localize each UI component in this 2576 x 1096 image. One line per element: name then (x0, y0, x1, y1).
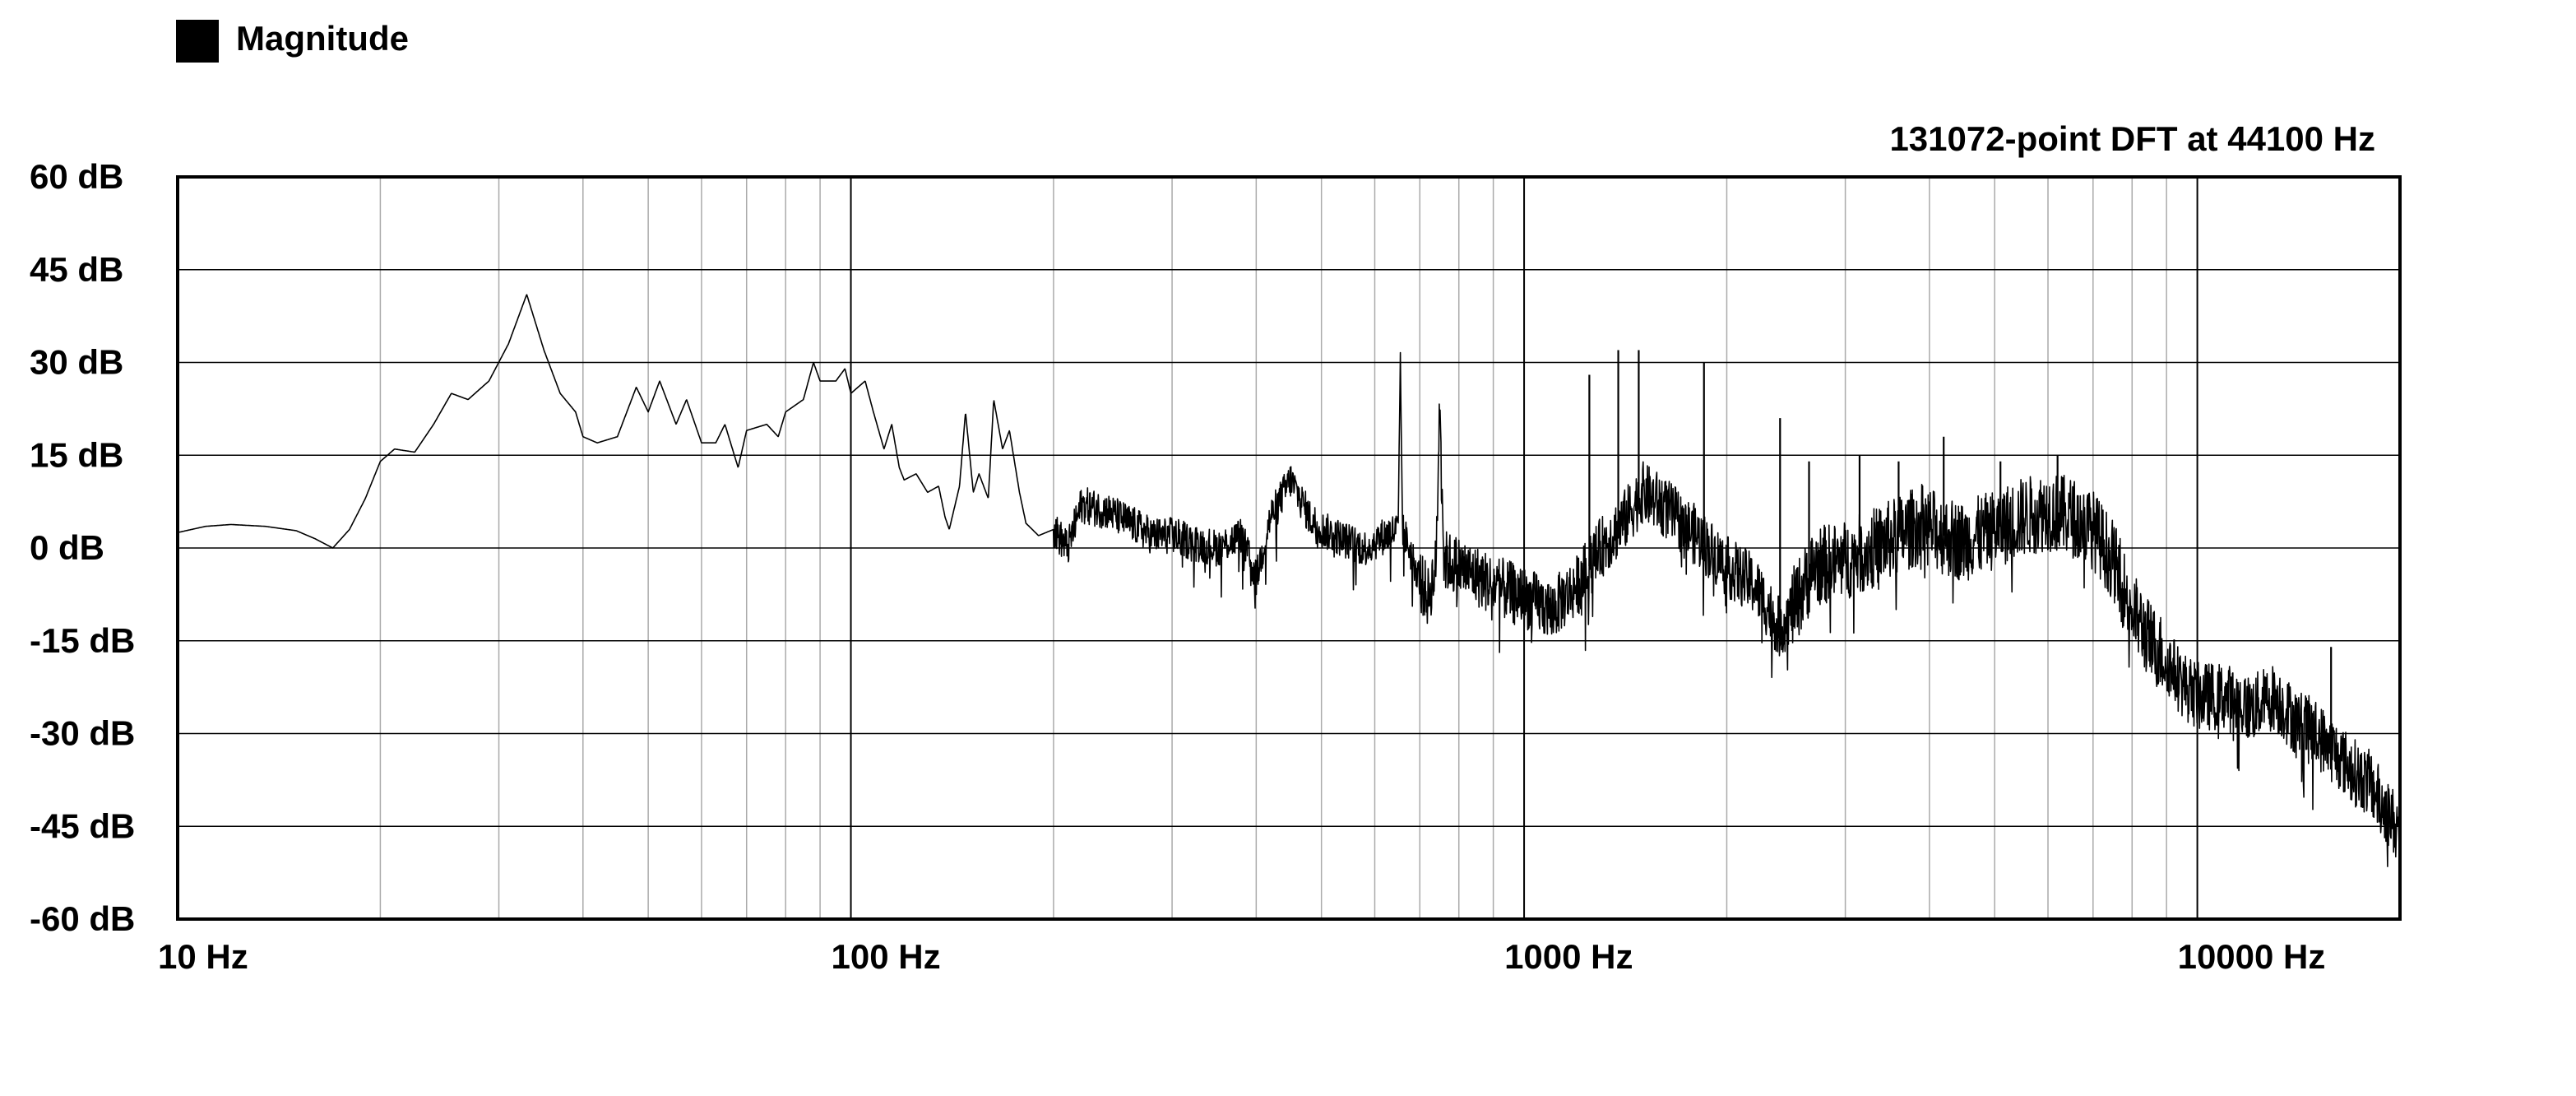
x-tick-label: 10000 Hz (2178, 937, 2326, 976)
y-tick-label: 0 dB (30, 528, 104, 567)
x-tick-label: 10 Hz (158, 937, 248, 976)
legend-label-magnitude: Magnitude (236, 19, 409, 58)
y-axis: 60 dB 45 dB 30 dB 15 dB 0 dB -15 dB -30 dB -45 … (30, 157, 135, 938)
x-axis: 10 Hz 100 Hz 1000 Hz 10000 Hz (158, 937, 2325, 976)
y-tick-label: -15 dB (30, 621, 135, 660)
x-tick-label: 1000 Hz (1504, 937, 1633, 976)
chart-title: 131072-point DFT at 44100 Hz (1889, 119, 2375, 158)
y-tick-label: 15 dB (30, 435, 123, 474)
x-tick-label: 100 Hz (832, 937, 941, 976)
legend-swatch (176, 20, 219, 63)
y-tick-label: -60 dB (30, 899, 135, 938)
y-tick-label: -45 dB (30, 806, 135, 845)
plot-frame (176, 175, 2402, 921)
y-tick-label: 60 dB (30, 157, 123, 196)
y-tick-label: 45 dB (30, 250, 123, 289)
magnitude-line (177, 294, 2401, 867)
series-magnitude (177, 294, 2401, 867)
y-tick-label: -30 dB (30, 714, 135, 753)
y-tick-label: 30 dB (30, 343, 123, 382)
